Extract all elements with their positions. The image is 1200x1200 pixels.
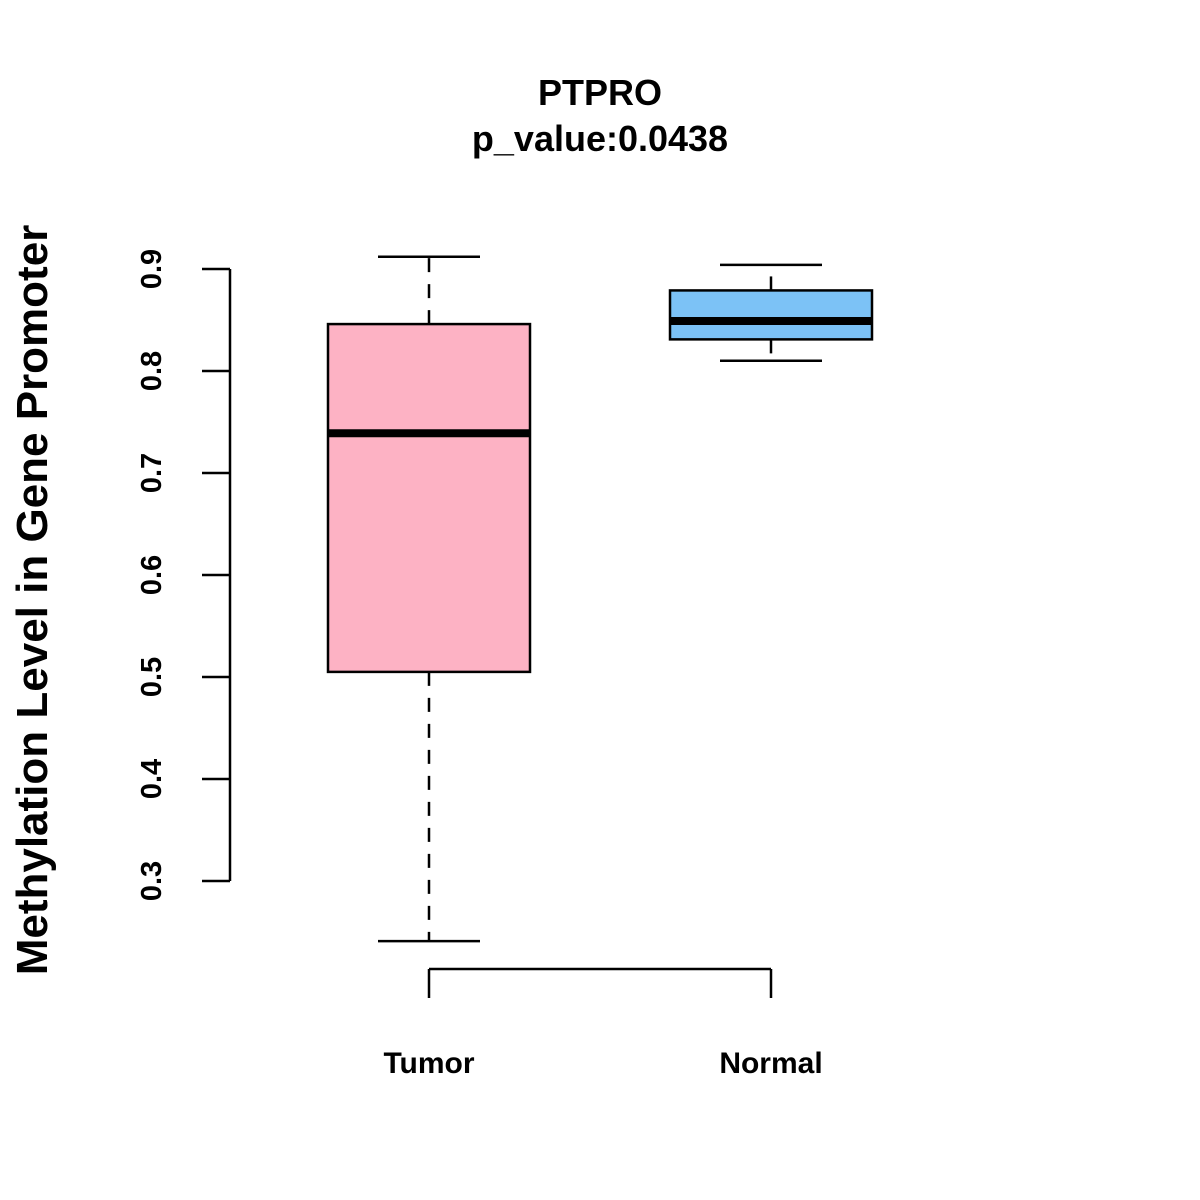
y-tick-label: 0.8 [136,351,168,391]
x-axis: Tumor Normal [383,967,823,1080]
y-axis: 0.3 0.4 0.5 0.6 0.7 0.8 0.9 [136,249,232,901]
x-tick-label: Normal [719,1047,822,1080]
box-series [326,255,874,943]
y-tick-label: 0.4 [136,759,168,799]
box-normal [668,263,874,363]
iqr-box [326,322,532,674]
y-tick-label: 0.5 [136,657,168,697]
chart-title: PTPRO [538,72,662,113]
y-tick-label: 0.7 [136,453,168,493]
chart-subtitle: p_value:0.0438 [472,118,728,159]
box-tumor [326,255,532,943]
x-tick-label: Tumor [383,1047,474,1080]
y-tick-label: 0.3 [136,861,168,901]
y-tick-label: 0.6 [136,555,168,595]
iqr-box [668,289,874,341]
y-axis-label: Methylation Level in Gene Promoter [8,225,57,976]
y-tick-label: 0.9 [136,249,168,289]
